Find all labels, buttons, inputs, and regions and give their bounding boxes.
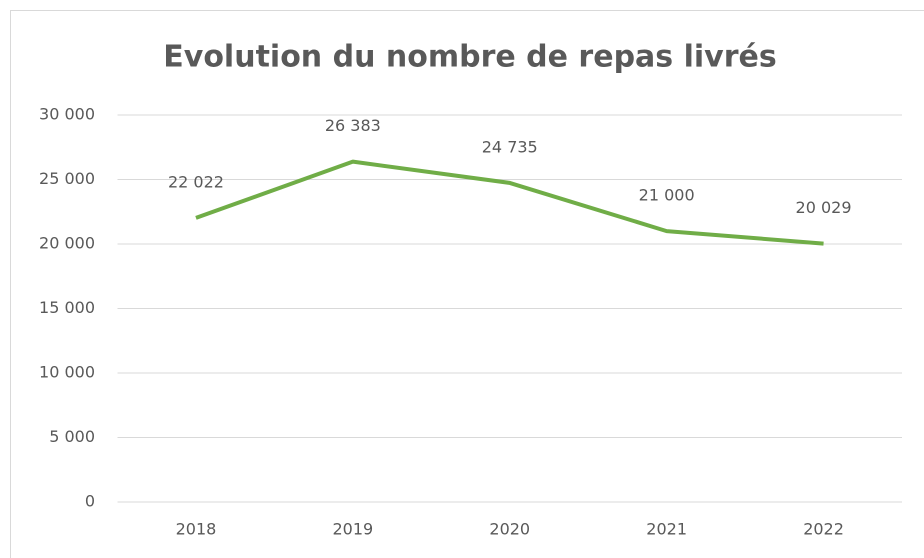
y-tick-label: 30 000: [39, 105, 95, 124]
data-label: 20 029: [796, 198, 852, 217]
chart-border: [10, 10, 924, 558]
x-tick-label: 2019: [332, 520, 373, 539]
data-label: 22 022: [168, 172, 224, 191]
y-tick-label: 10 000: [39, 363, 95, 382]
y-tick-label: 20 000: [39, 234, 95, 253]
data-line: [195, 159, 824, 246]
x-tick-label: 2020: [489, 520, 530, 539]
y-tick-label: 0: [85, 492, 95, 511]
x-tick-label: 2021: [646, 520, 687, 539]
y-tick-label: 25 000: [39, 169, 95, 188]
y-tick-label: 15 000: [39, 298, 95, 317]
x-tick-label: 2022: [803, 520, 844, 539]
data-label: 26 383: [325, 116, 381, 135]
y-tick-label: 5 000: [49, 427, 95, 446]
chart-title: Evolution du nombre de repas livrés: [163, 40, 776, 75]
data-label: 21 000: [639, 186, 695, 205]
x-tick-label: 2018: [176, 520, 217, 539]
data-label: 24 735: [482, 137, 538, 156]
